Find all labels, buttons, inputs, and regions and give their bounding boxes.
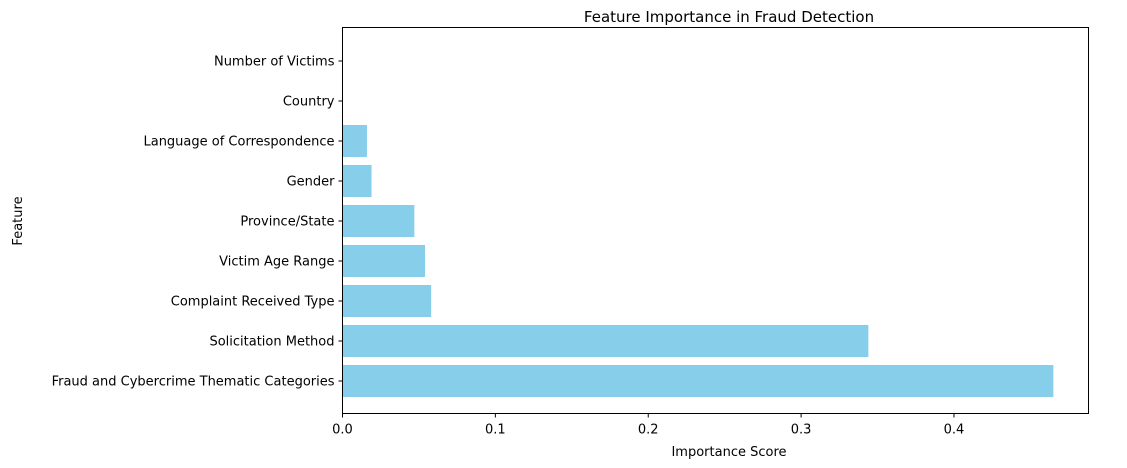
y-tick-label-5: Gender (287, 175, 336, 190)
y-tick-label-3: Victim Age Range (219, 255, 334, 270)
x-tick-label-1: 0.1 (485, 423, 506, 438)
y-tick-label-0: Fraud and Cybercrime Thematic Categories (52, 375, 335, 390)
y-tick-label-2: Complaint Received Type (171, 295, 335, 310)
x-tick-label-3: 0.3 (791, 423, 812, 438)
y-axis-title: Feature (11, 196, 26, 245)
chart-title: Feature Importance in Fraud Detection (584, 8, 874, 26)
x-tick-label-0: 0.0 (332, 423, 353, 438)
bar-4 (342, 205, 415, 237)
x-axis-title: Importance Score (671, 445, 786, 460)
bar-5 (342, 165, 372, 197)
bars-layer (342, 125, 1054, 397)
bar-3 (342, 245, 426, 277)
y-tick-label-1: Solicitation Method (209, 335, 334, 350)
bar-0 (342, 365, 1054, 397)
bar-1 (342, 325, 869, 357)
x-tick-label-4: 0.4 (944, 423, 965, 438)
x-tick-label-2: 0.2 (638, 423, 659, 438)
y-tick-label-8: Number of Victims (214, 55, 335, 70)
y-tick-label-4: Province/State (240, 215, 334, 230)
y-tick-label-6: Language of Correspondence (143, 135, 334, 150)
bar-2 (342, 285, 432, 317)
ticks-layer: Fraud and Cybercrime Thematic Categories… (52, 55, 965, 438)
bar-6 (342, 125, 367, 157)
plot-frame (342, 27, 1089, 414)
y-tick-label-7: Country (283, 95, 335, 110)
